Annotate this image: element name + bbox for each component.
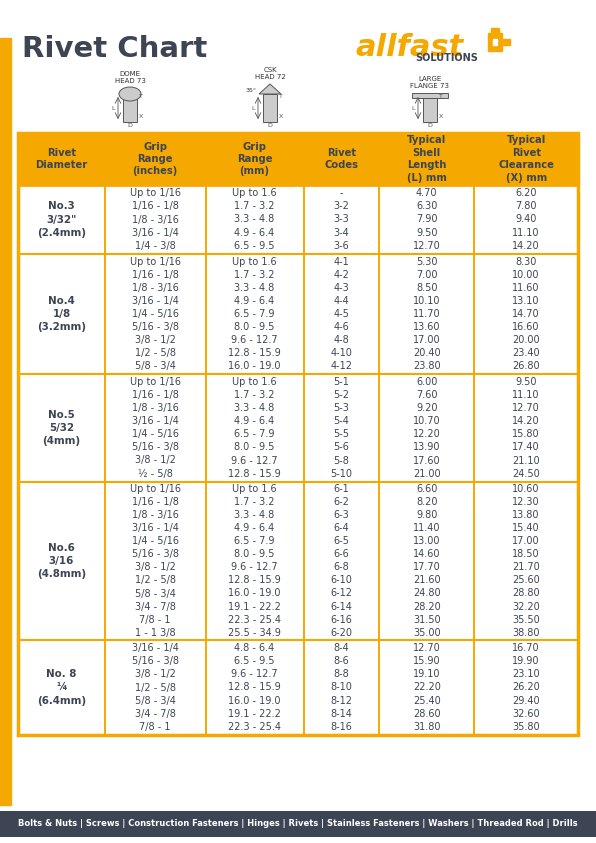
Text: L: L xyxy=(252,105,255,110)
Text: 12.70
15.90
19.10
22.20
25.40
28.60
31.80: 12.70 15.90 19.10 22.20 25.40 28.60 31.8… xyxy=(413,643,440,732)
Text: L: L xyxy=(111,105,115,110)
Text: No.3
3/32"
(2.4mm): No.3 3/32" (2.4mm) xyxy=(37,201,86,238)
Text: Rivet
Codes: Rivet Codes xyxy=(324,148,358,170)
Text: T: T xyxy=(439,94,443,99)
Text: -
3-2
3-3
3-4
3-6: - 3-2 3-3 3-4 3-6 xyxy=(334,189,349,250)
Ellipse shape xyxy=(119,87,141,101)
Text: No.4
1/8
(3.2mm): No.4 1/8 (3.2mm) xyxy=(37,296,86,332)
Text: Up to 1.6
1.7 - 3.2
3.3 - 4.8
4.9 - 6.4
6.5 - 9.5: Up to 1.6 1.7 - 3.2 3.3 - 4.8 4.9 - 6.4 … xyxy=(232,189,277,250)
Bar xyxy=(491,28,499,33)
Text: L: L xyxy=(411,105,415,110)
Text: 4-1
4-2
4-3
4-4
4-5
4-6
4-8
4-10
4-12: 4-1 4-2 4-3 4-4 4-5 4-6 4-8 4-10 4-12 xyxy=(330,257,352,371)
Text: 16.70
19.90
23.10
26.20
29.40
32.60
35.80: 16.70 19.90 23.10 26.20 29.40 32.60 35.8… xyxy=(513,643,540,732)
Text: Grip
Range
(mm): Grip Range (mm) xyxy=(237,142,272,176)
Bar xyxy=(488,33,502,51)
Bar xyxy=(493,39,497,45)
Text: Up to 1.6
1.7 - 3.2
3.3 - 4.8
4.9 - 6.4
6.5 - 7.9
8.0 - 9.5
9.6 - 12.7
12.8 - 15: Up to 1.6 1.7 - 3.2 3.3 - 4.8 4.9 - 6.4 … xyxy=(228,257,281,371)
Text: Up to 1/16
1/16 - 1/8
1/8 - 3/16
3/16 - 1/4
1/4 - 5/16
5/16 - 3/8
3/8 - 1/2
1/2 : Up to 1/16 1/16 - 1/8 1/8 - 3/16 3/16 - … xyxy=(130,257,181,371)
Text: Rivet
Diameter: Rivet Diameter xyxy=(35,148,88,170)
Text: Up to 1/16
1/16 - 1/8
1/8 - 3/16
3/16 - 1/4
1/4 - 5/16
5/16 - 3/8
3/8 - 1/2
1/2 : Up to 1/16 1/16 - 1/8 1/8 - 3/16 3/16 - … xyxy=(130,484,181,637)
Text: X: X xyxy=(139,114,143,119)
Text: 5.30
7.00
8.50
10.10
11.70
13.60
17.00
20.40
23.80: 5.30 7.00 8.50 10.10 11.70 13.60 17.00 2… xyxy=(413,257,440,371)
Text: No. 8
¼
(6.4mm): No. 8 ¼ (6.4mm) xyxy=(37,669,86,706)
Text: X: X xyxy=(439,114,443,119)
Text: 4.8 - 6.4
6.5 - 9.5
9.6 - 12.7
12.8 - 15.9
16.0 - 19.0
19.1 - 22.2
22.3 - 25.4: 4.8 - 6.4 6.5 - 9.5 9.6 - 12.7 12.8 - 15… xyxy=(228,643,281,732)
Text: 6-1
6-2
6-3
6-4
6-5
6-6
6-8
6-10
6-12
6-14
6-16
6-20: 6-1 6-2 6-3 6-4 6-5 6-6 6-8 6-10 6-12 6-… xyxy=(330,484,352,637)
Text: T: T xyxy=(279,94,283,99)
Bar xyxy=(0,38,11,805)
Text: Grip
Range
(inches): Grip Range (inches) xyxy=(132,142,178,176)
Bar xyxy=(502,39,510,45)
Text: SOLUTIONS: SOLUTIONS xyxy=(415,53,478,63)
Bar xyxy=(18,133,578,185)
Text: CSK
HEAD 72: CSK HEAD 72 xyxy=(254,67,285,80)
Text: 3/16 - 1/4
5/16 - 3/8
3/8 - 1/2
1/2 - 5/8
5/8 - 3/4
3/4 - 7/8
7/8 - 1: 3/16 - 1/4 5/16 - 3/8 3/8 - 1/2 1/2 - 5/… xyxy=(132,643,179,732)
Text: Typical
Shell
Length
(L) mm: Typical Shell Length (L) mm xyxy=(407,136,447,183)
Text: 35°: 35° xyxy=(246,89,257,94)
Text: D: D xyxy=(268,123,272,128)
Text: Up to 1.6
1.7 - 3.2
3.3 - 4.8
4.9 - 6.4
6.5 - 7.9
8.0 - 9.5
9.6 - 12.7
12.8 - 15: Up to 1.6 1.7 - 3.2 3.3 - 4.8 4.9 - 6.4 … xyxy=(228,484,281,637)
Text: 8.30
10.00
11.60
13.10
14.70
16.60
20.00
23.40
26.80: 8.30 10.00 11.60 13.10 14.70 16.60 20.00… xyxy=(513,257,540,371)
Text: 10.60
12.30
13.80
15.40
17.00
18.50
21.70
25.60
28.80
32.20
35.50
38.80: 10.60 12.30 13.80 15.40 17.00 18.50 21.7… xyxy=(513,484,540,637)
Text: 5-1
5-2
5-3
5-4
5-5
5-6
5-8
5-10: 5-1 5-2 5-3 5-4 5-5 5-6 5-8 5-10 xyxy=(330,378,352,479)
Text: LARGE
FLANGE 73: LARGE FLANGE 73 xyxy=(411,76,449,89)
Bar xyxy=(0,811,596,837)
Text: 6.00
7.60
9.20
10.70
12.20
13.90
17.60
21.00: 6.00 7.60 9.20 10.70 12.20 13.90 17.60 2… xyxy=(413,378,440,479)
Bar xyxy=(423,94,437,122)
Text: X: X xyxy=(279,114,283,119)
Text: Bolts & Nuts | Screws | Construction Fasteners | Hinges | Rivets | Stainless Fas: Bolts & Nuts | Screws | Construction Fas… xyxy=(18,819,578,829)
Bar xyxy=(123,94,137,122)
Text: Up to 1/16
1/16 - 1/8
1/8 - 3/16
3/16 - 1/4
1/4 - 3/8: Up to 1/16 1/16 - 1/8 1/8 - 3/16 3/16 - … xyxy=(130,189,181,250)
Text: 6.60
8.20
9.80
11.40
13.00
14.60
17.70
21.60
24.80
28.20
31.50
35.00: 6.60 8.20 9.80 11.40 13.00 14.60 17.70 2… xyxy=(413,484,440,637)
Text: D: D xyxy=(427,123,433,128)
Text: 8-4
8-6
8-8
8-10
8-12
8-14
8-16: 8-4 8-6 8-8 8-10 8-12 8-14 8-16 xyxy=(330,643,352,732)
Polygon shape xyxy=(259,84,281,94)
Text: Typical
Rivet
Clearance
(X) mm: Typical Rivet Clearance (X) mm xyxy=(498,136,554,183)
Text: 9.50
11.10
12.70
14.20
15.80
17.40
21.10
24.50: 9.50 11.10 12.70 14.20 15.80 17.40 21.10… xyxy=(513,378,540,479)
Text: 6.20
7.80
9.40
11.10
14.20: 6.20 7.80 9.40 11.10 14.20 xyxy=(513,189,540,250)
Text: DOME
HEAD 73: DOME HEAD 73 xyxy=(114,71,145,84)
Text: Up to 1/16
1/16 - 1/8
1/8 - 3/16
3/16 - 1/4
1/4 - 5/16
5/16 - 3/8
3/8 - 1/2
½ - : Up to 1/16 1/16 - 1/8 1/8 - 3/16 3/16 - … xyxy=(130,378,181,479)
Text: Rivet Chart: Rivet Chart xyxy=(22,35,207,63)
Text: D: D xyxy=(128,123,132,128)
Text: T: T xyxy=(139,94,143,99)
Bar xyxy=(263,94,277,122)
Bar xyxy=(18,133,578,735)
Text: No.5
5/32
(4mm): No.5 5/32 (4mm) xyxy=(42,410,80,446)
Text: Up to 1.6
1.7 - 3.2
3.3 - 4.8
4.9 - 6.4
6.5 - 7.9
8.0 - 9.5
9.6 - 12.7
12.8 - 15: Up to 1.6 1.7 - 3.2 3.3 - 4.8 4.9 - 6.4 … xyxy=(228,378,281,479)
Text: allfast: allfast xyxy=(355,33,463,62)
Text: 4.70
6.30
7.90
9.50
12.70: 4.70 6.30 7.90 9.50 12.70 xyxy=(413,189,440,250)
Bar xyxy=(412,93,448,98)
Text: No.6
3/16
(4.8mm): No.6 3/16 (4.8mm) xyxy=(37,543,86,579)
